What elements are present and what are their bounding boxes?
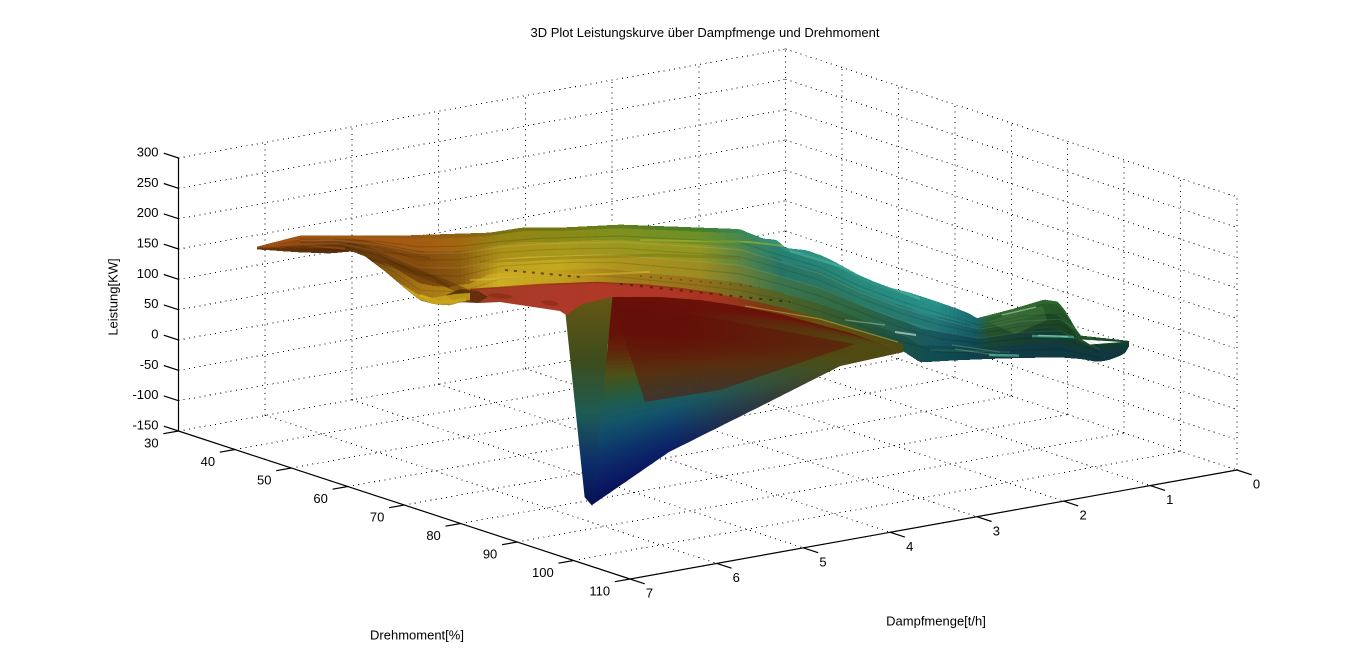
- svg-text:-150: -150: [132, 418, 158, 433]
- svg-text:1: 1: [1166, 492, 1173, 507]
- svg-text:3D Plot Leistungskurve über Da: 3D Plot Leistungskurve über Dampfmenge u…: [530, 25, 879, 40]
- svg-text:Dampfmenge[t/h]: Dampfmenge[t/h]: [886, 614, 986, 629]
- svg-text:4: 4: [906, 539, 913, 554]
- svg-text:50: 50: [257, 473, 271, 488]
- svg-text:-100: -100: [132, 387, 158, 402]
- svg-text:0: 0: [1253, 477, 1260, 492]
- svg-text:100: 100: [532, 565, 554, 580]
- svg-text:300: 300: [137, 145, 159, 160]
- svg-text:Drehmoment[%]: Drehmoment[%]: [370, 628, 464, 643]
- svg-text:80: 80: [426, 528, 440, 543]
- svg-text:40: 40: [201, 454, 215, 469]
- svg-text:90: 90: [483, 547, 497, 562]
- svg-text:6: 6: [733, 570, 740, 585]
- svg-text:0: 0: [151, 327, 158, 342]
- svg-text:7: 7: [646, 586, 653, 601]
- svg-text:60: 60: [313, 491, 327, 506]
- svg-text:70: 70: [370, 510, 384, 525]
- svg-text:150: 150: [137, 236, 159, 251]
- svg-text:5: 5: [819, 555, 826, 570]
- svg-text:3: 3: [993, 523, 1000, 538]
- svg-text:2: 2: [1079, 508, 1086, 523]
- svg-text:250: 250: [137, 175, 159, 190]
- svg-text:Leistung[KW]: Leistung[KW]: [106, 258, 121, 335]
- svg-text:-50: -50: [140, 357, 159, 372]
- svg-text:110: 110: [589, 584, 610, 599]
- svg-text:200: 200: [137, 205, 159, 220]
- svg-text:30: 30: [144, 436, 158, 451]
- svg-text:100: 100: [137, 266, 159, 281]
- svg-text:50: 50: [144, 296, 158, 311]
